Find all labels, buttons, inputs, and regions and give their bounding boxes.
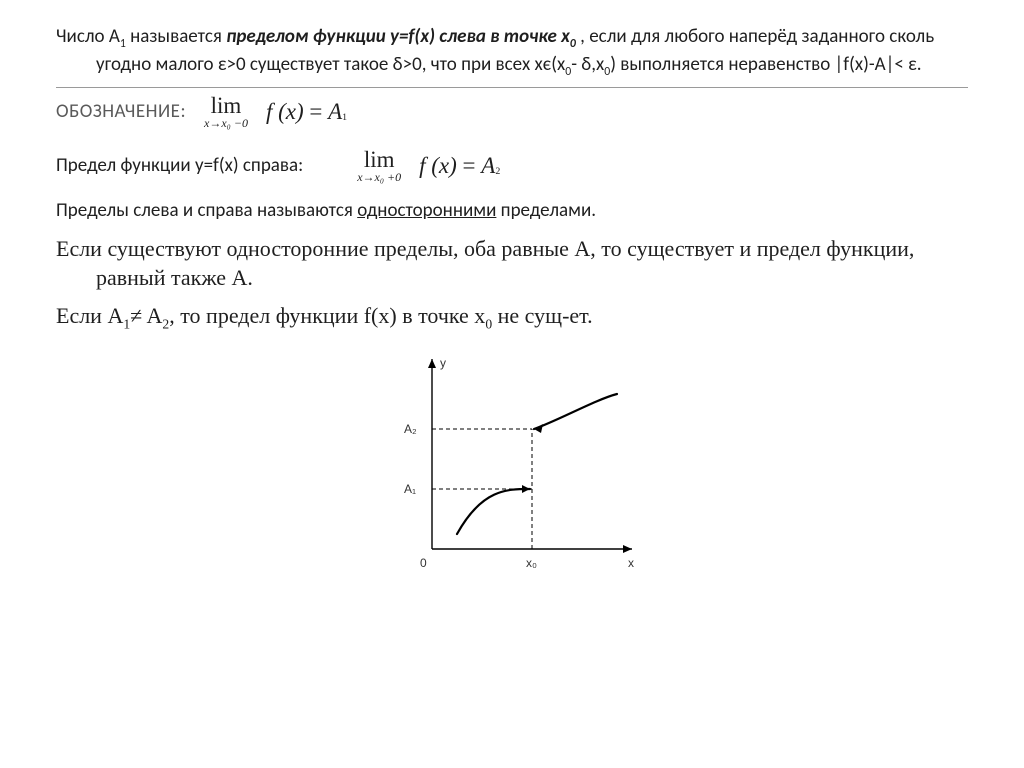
limit-left: lim x→x₀ −0 xyxy=(204,94,248,130)
svg-text:A₂: A₂ xyxy=(404,422,417,436)
onesided-paragraph: Пределы слева и справа называются одност… xyxy=(56,198,968,223)
limit-right-expr: f (x) = A2 xyxy=(419,153,500,179)
svg-text:y: y xyxy=(440,356,446,370)
svg-text:x₀: x₀ xyxy=(526,556,537,570)
def-bold-italic: пределом функции y=f(x) слева в точке x0 xyxy=(226,25,576,48)
svg-text:0: 0 xyxy=(420,556,427,570)
svg-text:x: x xyxy=(628,556,634,570)
onesided-underline: односторонними xyxy=(357,199,496,222)
divider xyxy=(56,87,968,88)
right-limit-text: Предел функции y=f(x) справа: xyxy=(56,153,303,178)
def-text: Число А xyxy=(56,25,120,48)
def-text2: называется xyxy=(126,25,226,48)
limit-right: lim x→x₀ +0 xyxy=(357,148,401,184)
theorem-1: Если существуют односторонние пределы, о… xyxy=(56,235,968,292)
right-limit-row: Предел функции y=f(x) справа: lim x→x₀ +… xyxy=(56,148,968,184)
theorem-2: Если A1≠ A2, то предел функции f(x) в то… xyxy=(56,302,968,333)
svg-text:A₁: A₁ xyxy=(404,482,416,496)
notation-row: Обозначение: lim x→x₀ −0 f (x) = A1 xyxy=(56,94,968,130)
notation-label: Обозначение: xyxy=(56,100,186,123)
limit-expr: f (x) = A1 xyxy=(266,99,347,125)
definition-paragraph: Число А1 называется пределом функции y=f… xyxy=(56,24,968,81)
limit-chart: y x 0 x₀ A₁ A₂ xyxy=(56,339,968,587)
